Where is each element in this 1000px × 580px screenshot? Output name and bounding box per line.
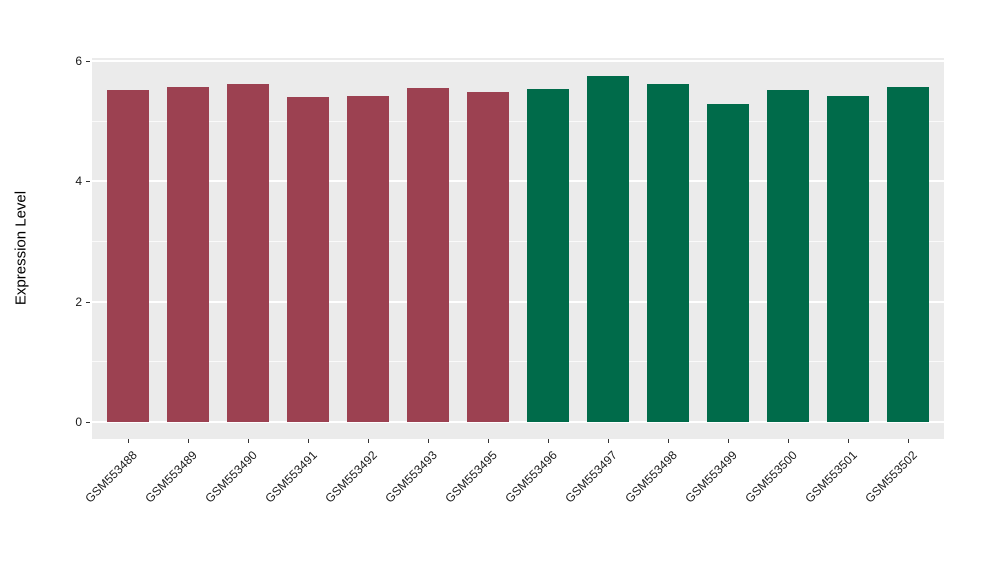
bar-GSM553496 bbox=[527, 89, 569, 422]
x-tick-label: GSM553502 bbox=[862, 448, 920, 506]
bar-GSM553499 bbox=[707, 103, 749, 422]
x-tick-label: GSM553493 bbox=[382, 448, 440, 506]
bar-GSM553492 bbox=[347, 95, 389, 422]
gridline-minor bbox=[92, 361, 944, 363]
bar-GSM553495 bbox=[467, 91, 509, 422]
x-tick-label: GSM553495 bbox=[442, 448, 500, 506]
bar-GSM553491 bbox=[287, 96, 329, 422]
x-tick-label: GSM553489 bbox=[142, 448, 200, 506]
plot-panel bbox=[92, 58, 944, 439]
gridline-major bbox=[92, 59, 944, 62]
x-axis-tick bbox=[728, 439, 729, 443]
y-axis-title: Expression Level bbox=[12, 190, 30, 306]
x-axis-tick bbox=[608, 439, 609, 443]
bar-GSM553497 bbox=[587, 75, 629, 422]
x-axis-tick bbox=[188, 439, 189, 443]
bar-GSM553502 bbox=[887, 86, 929, 422]
x-tick-label: GSM553500 bbox=[742, 448, 800, 506]
x-tick-label: GSM553501 bbox=[802, 448, 860, 506]
y-tick-label: 0 bbox=[75, 415, 82, 429]
x-tick-label: GSM553492 bbox=[322, 448, 380, 506]
x-axis-tick bbox=[848, 439, 849, 443]
x-axis-tick bbox=[308, 439, 309, 443]
x-tick-label: GSM553498 bbox=[622, 448, 680, 506]
bar-GSM553493 bbox=[407, 88, 449, 422]
x-axis-tick bbox=[788, 439, 789, 443]
bar-GSM553498 bbox=[647, 83, 689, 422]
bar-GSM553501 bbox=[827, 95, 869, 422]
gridline-major bbox=[92, 180, 944, 183]
bar-GSM553500 bbox=[767, 89, 809, 422]
x-tick-label: GSM553490 bbox=[202, 448, 260, 506]
x-tick-label: GSM553488 bbox=[82, 448, 140, 506]
y-axis-tick bbox=[86, 422, 90, 423]
y-tick-label: 2 bbox=[75, 294, 82, 309]
gridline-minor bbox=[92, 240, 944, 242]
gridline-major bbox=[92, 300, 944, 303]
x-tick-label: GSM553491 bbox=[262, 448, 320, 506]
bar-GSM553488 bbox=[107, 90, 149, 422]
y-axis-tick bbox=[86, 181, 90, 183]
y-axis-tick bbox=[86, 301, 90, 303]
bar-GSM553490 bbox=[227, 83, 269, 422]
x-tick-label: GSM553499 bbox=[682, 448, 740, 506]
x-axis-tick bbox=[128, 439, 129, 443]
x-axis-tick bbox=[488, 439, 489, 443]
y-tick-label: 4 bbox=[75, 174, 82, 189]
y-axis-tick bbox=[86, 60, 90, 62]
x-axis-tick bbox=[908, 439, 909, 443]
y-tick-label: 6 bbox=[75, 53, 82, 68]
x-axis-tick bbox=[248, 439, 249, 443]
x-axis-tick bbox=[668, 439, 669, 443]
gridline-minor bbox=[92, 120, 944, 122]
x-axis-tick bbox=[428, 439, 429, 443]
bar-GSM553489 bbox=[167, 87, 209, 422]
gridline-major bbox=[92, 421, 944, 423]
x-tick-label: GSM553496 bbox=[502, 448, 560, 506]
x-axis-tick bbox=[368, 439, 369, 443]
x-axis-tick bbox=[548, 439, 549, 443]
x-tick-label: GSM553497 bbox=[562, 448, 620, 506]
